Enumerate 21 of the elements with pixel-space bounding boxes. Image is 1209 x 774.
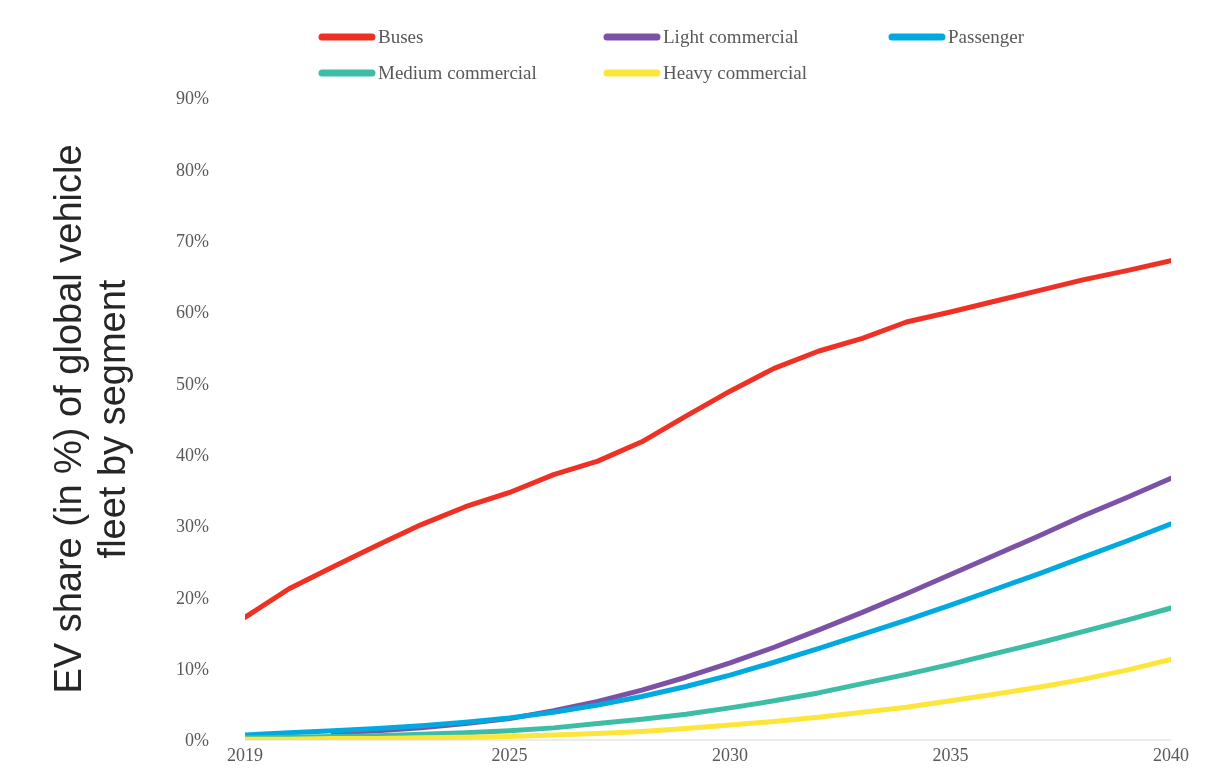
y-tick-label: 20% bbox=[176, 587, 209, 608]
y-tick-label: 10% bbox=[176, 659, 209, 680]
x-tick-label: 2019 bbox=[227, 744, 263, 765]
y-tick-label: 40% bbox=[176, 445, 209, 466]
legend-label: Heavy commercial bbox=[663, 62, 808, 84]
y-tick-label: 0% bbox=[185, 730, 209, 751]
x-tick-label: 2040 bbox=[1153, 744, 1189, 765]
y-tick-label: 30% bbox=[176, 516, 209, 537]
legend-label: Medium commercial bbox=[378, 62, 537, 84]
y-tick-label: 80% bbox=[176, 159, 209, 180]
y-tick-label: 90% bbox=[176, 88, 209, 109]
y-axis-title: EV share (in %) of global vehicle fleet by segment bbox=[47, 144, 133, 694]
legend-label: Buses bbox=[378, 26, 424, 48]
x-tick-label: 2035 bbox=[932, 744, 969, 765]
legend-label: Light commercial bbox=[663, 26, 799, 48]
y-tick-label: 70% bbox=[176, 231, 209, 252]
legend-label: Passenger bbox=[948, 26, 1024, 48]
x-tick-label: 2030 bbox=[712, 744, 749, 765]
y-tick-label: 60% bbox=[176, 302, 209, 323]
x-tick-label: 2025 bbox=[491, 744, 528, 765]
y-tick-label: 50% bbox=[176, 373, 209, 394]
